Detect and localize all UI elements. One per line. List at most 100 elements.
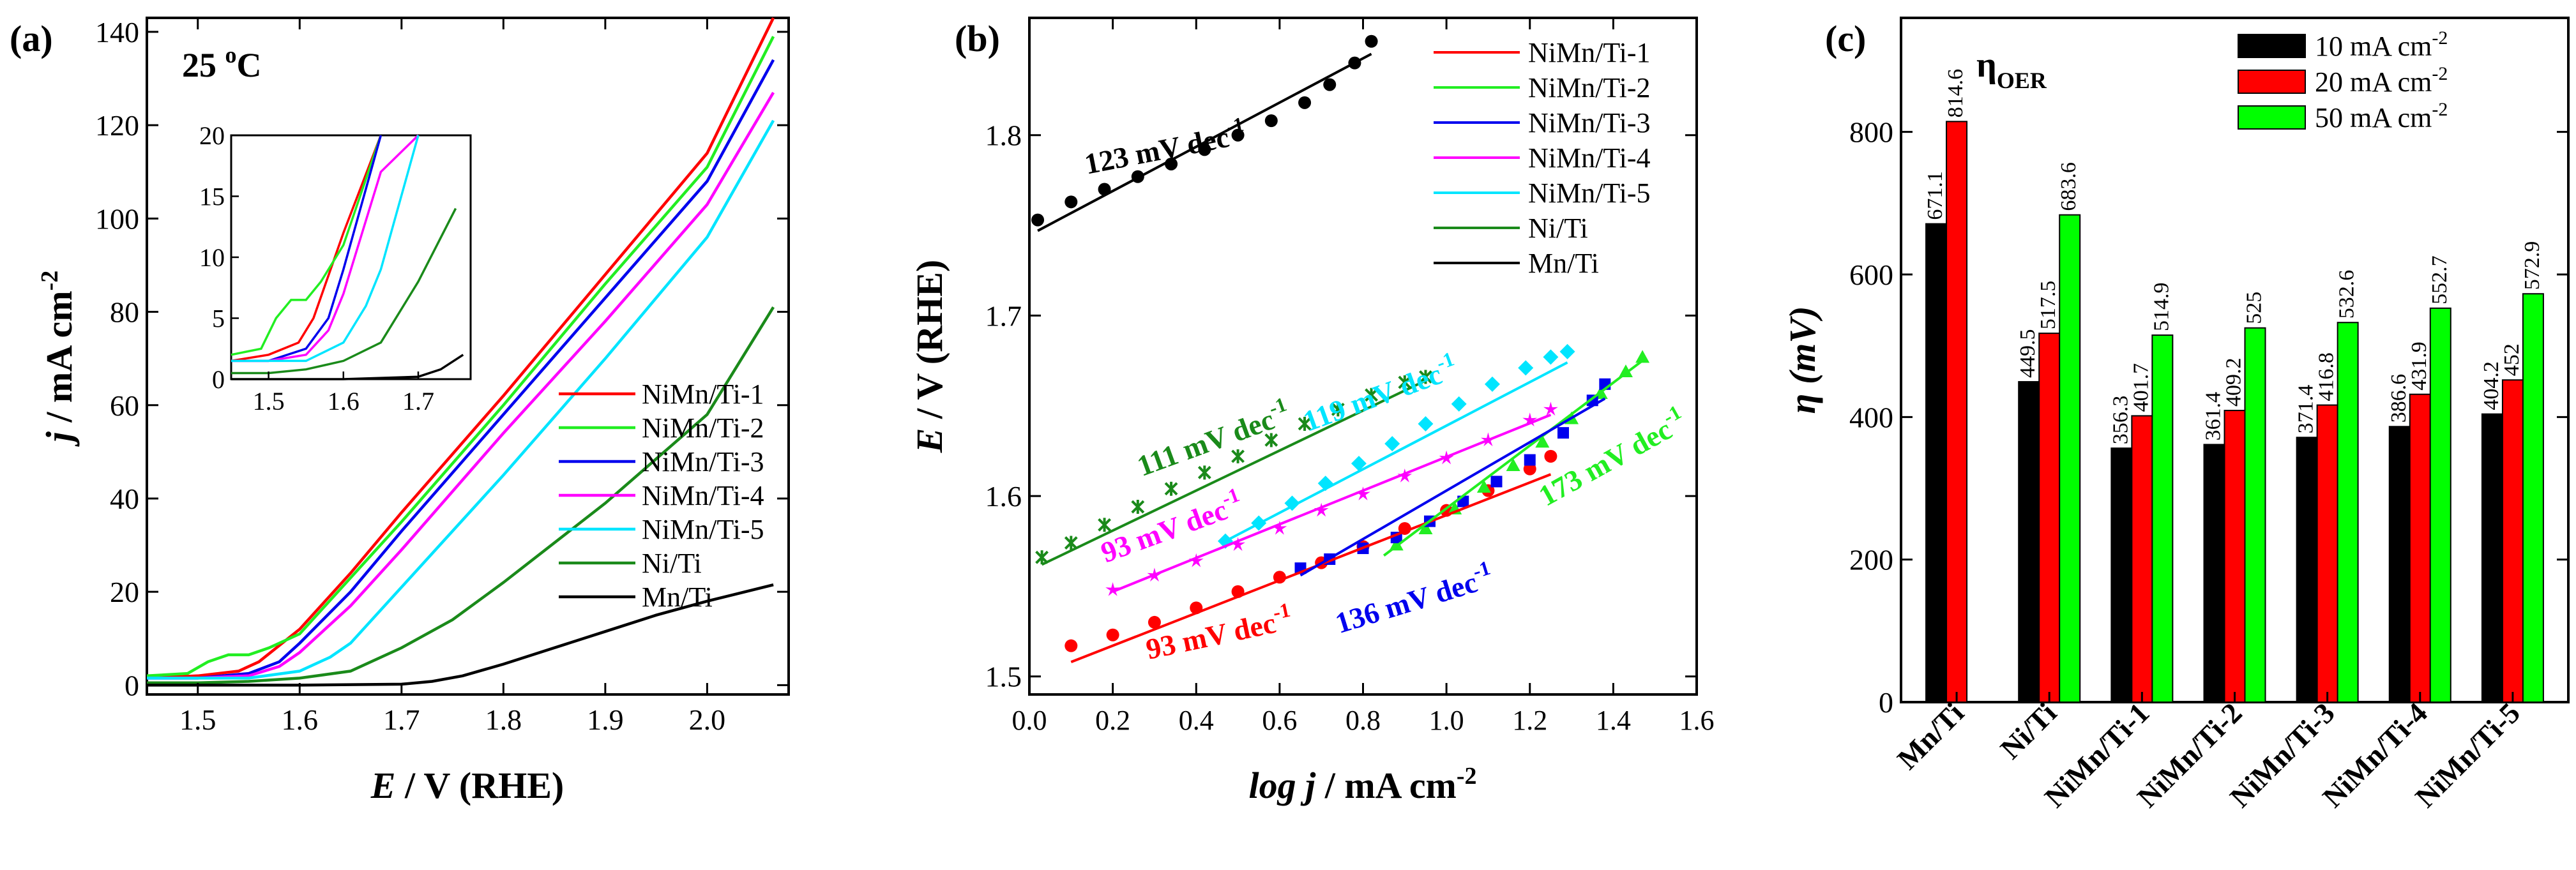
panel-b-point-mn-ti — [1298, 96, 1312, 109]
panel-a-ytick-label: 100 — [95, 202, 139, 235]
panel-b-point-nimn-ti-4 — [1397, 469, 1413, 483]
panel-a-legend: NiMn/Ti-1NiMn/Ti-2NiMn/Ti-3NiMn/Ti-4NiMn… — [559, 379, 764, 613]
bar-value-label: 452 — [2500, 343, 2524, 376]
bar-value-label: 517.5 — [2036, 281, 2060, 330]
bar-value-label: 361.4 — [2202, 392, 2225, 441]
inset-xtick-label: 1.7 — [402, 387, 434, 416]
inset-line-nimn-ti-5 — [231, 135, 420, 363]
panel-b-point-ni-ti — [1098, 518, 1111, 532]
panel-a-ytick-label: 20 — [110, 576, 139, 608]
legend-c-label-2: 50 mA cm-2 — [2315, 99, 2448, 133]
panel-b-point-mn-ti — [1264, 114, 1278, 128]
inset-xtick-label: 1.6 — [328, 387, 360, 416]
panel-b-ytick-label: 1.7 — [985, 299, 1022, 332]
panel-c-title: ηOER — [1976, 45, 2047, 93]
panel-b-legend: NiMn/Ti-1 NiMn/Ti-2 NiMn/Ti-3NiMn/Ti-4NiMn… — [1434, 37, 1651, 279]
panel-c-ytick-label: 0 — [1879, 686, 1893, 719]
bar-value-label: 401.7 — [2129, 363, 2153, 412]
panel-a-ylabel: j / mA cm-2 — [36, 271, 80, 447]
panel-b-point-mn-ti — [1231, 128, 1245, 142]
bar-value-label: 431.9 — [2407, 341, 2431, 391]
bar-50-ma-cm-nimn-ti-2 — [2244, 327, 2266, 703]
panel-c-ytick-label: 800 — [1849, 116, 1893, 149]
panel-b-point-nimn-ti-5 — [1484, 376, 1500, 392]
panel-b-point-mn-ti — [1031, 213, 1045, 227]
bar-50-ma-cm-nimn-ti-5 — [2522, 293, 2544, 703]
panel-c-ytick-label: 200 — [1849, 544, 1893, 576]
panel-b-xtick-label: 0.2 — [1095, 705, 1130, 736]
panel-b-fit-nimn-ti-4 — [1112, 414, 1552, 593]
bar-value-label: 671.1 — [1923, 171, 1947, 220]
panel-b-xtick-label: 1.4 — [1596, 705, 1631, 736]
bar-value-label: 552.7 — [2428, 255, 2451, 304]
legend-b-label-nimn-ti-3: NiMn/Ti-3 — [1528, 107, 1651, 139]
bar-value-label: 572.9 — [2520, 241, 2544, 290]
legend-a-label-ni-ti: Ni/Ti — [642, 548, 702, 579]
panel-b-point-nimn-ti-5 — [1518, 360, 1534, 376]
bar-value-label: 532.6 — [2335, 270, 2359, 319]
bar-value-label: 416.8 — [2315, 352, 2338, 401]
legend-b-label-ni-ti: Ni/Ti — [1528, 213, 1588, 244]
panel-b-point-nimn-ti-5 — [1351, 456, 1367, 472]
panel-a-ytick-label: 120 — [95, 109, 139, 142]
panel-b-point-nimn-ti-3 — [1490, 476, 1503, 488]
panel-b-xtick-label: 0.8 — [1345, 705, 1381, 736]
bar-20-ma-cm-nimn-ti-2 — [2224, 410, 2246, 703]
inset-line-nimn-ti-2 — [231, 135, 383, 356]
bar-value-label: 356.3 — [2109, 396, 2132, 445]
bar-value-label: 386.6 — [2387, 374, 2411, 423]
panel-c-category-label-ni-ti: Ni/Ti — [1994, 696, 2063, 765]
legend-b-label-nimn-ti-1: NiMn/Ti-1 — [1528, 37, 1651, 68]
panel-b-point-ni-ti — [1231, 449, 1245, 463]
panel-b-chart: 0.0 0.2 0.4 0.6 0.8 1.0 1.2 1.4 1.6 1.5 1.6 1.7 1.8… — [909, 17, 1715, 806]
panel-b-point-ni-ti — [1131, 500, 1145, 514]
panel-b-point-nimn-ti-2 — [1418, 521, 1433, 534]
bar-50-ma-cm-ni-ti — [2059, 214, 2081, 703]
inset-ytick-label: 15 — [199, 183, 225, 211]
legend-b-label-mn-ti: Mn/Ti — [1528, 248, 1599, 279]
panel-b-point-nimn-ti-4 — [1314, 502, 1329, 517]
legend-a-label-nimn-ti-4: NiMn/Ti-4 — [642, 480, 764, 511]
bar-value-label: 814.6 — [1944, 69, 1967, 118]
inset-ytick-label: 0 — [212, 365, 225, 394]
panel-b-ytick-label: 1.6 — [985, 480, 1022, 513]
legend-a-label-mn-ti: Mn/Ti — [642, 581, 713, 613]
panel-b-point-nimn-ti-2 — [1535, 435, 1550, 448]
bar-10-ma-cm-nimn-ti-4 — [2388, 426, 2411, 703]
panel-b-point-nimn-ti-1 — [1523, 462, 1536, 476]
panel-b-ylabel: E / V (RHE) — [909, 260, 950, 453]
legend-a-label-nimn-ti-2: NiMn/Ti-2 — [642, 412, 764, 444]
panel-b-point-nimn-ti-2 — [1635, 350, 1650, 363]
panel-a-line-mn-ti — [147, 583, 774, 687]
bar-value-label: 525 — [2243, 292, 2266, 324]
panel-b-point-ni-ti — [1298, 417, 1312, 431]
panel-b-xlabel: log j / mA cm-2 — [1248, 763, 1476, 806]
panel-a-xtick-label: 1.9 — [587, 703, 624, 736]
panel-b-point-ni-ti — [1164, 481, 1178, 496]
bar-10-ma-cm-nimn-ti-3 — [2296, 437, 2318, 703]
panel-b-point-nimn-ti-2 — [1476, 479, 1491, 493]
panel-b-point-ni-ti — [1331, 402, 1345, 417]
panel-b-point-ni-ti — [1365, 387, 1378, 402]
inset-ytick-label: 20 — [199, 121, 225, 150]
panel-b-point-ni-ti — [1197, 465, 1211, 480]
panel-a-line-nimn-ti-2 — [146, 36, 775, 678]
panel-b-point-nimn-ti-4 — [1105, 582, 1120, 596]
panel-a-xtick-label: 2.0 — [689, 703, 726, 736]
panel-a-ytick-label: 40 — [110, 483, 139, 515]
panel-b-point-nimn-ti-1 — [1064, 639, 1078, 652]
panel-c-ylabel: η (mV) — [1782, 306, 1823, 414]
bar-10-ma-cm-nimn-ti-5 — [2481, 413, 2503, 703]
panel-a-frame — [146, 17, 790, 696]
panel-b-fit-nimn-ti-5 — [1225, 361, 1568, 543]
legend-b-label-nimn-ti-2: NiMn/Ti-2 — [1528, 72, 1651, 103]
bar-value-label: 371.4 — [2294, 385, 2318, 434]
bar-10-ma-cm-nimn-ti-2 — [2203, 444, 2225, 703]
panel-b-slope-label-nimn-ti-5: 119 mV dec-1 — [1297, 347, 1462, 438]
panel-b-fit-nimn-ti-2 — [1383, 359, 1644, 557]
panel-b-point-mn-ti — [1198, 143, 1211, 156]
panel-b-point-nimn-ti-4 — [1543, 401, 1558, 416]
panel-a-label: (a) — [10, 18, 53, 59]
